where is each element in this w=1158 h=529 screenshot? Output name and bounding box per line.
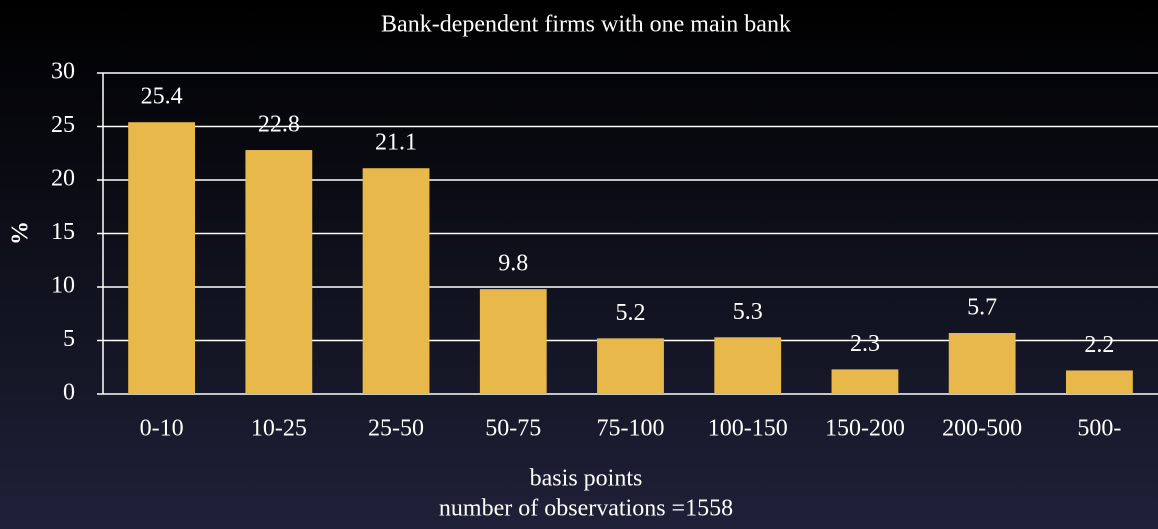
x-axis-label: basis points: [530, 466, 643, 492]
data-label: 9.8: [498, 251, 528, 277]
x-tick-label: 75-100: [597, 416, 665, 442]
x-tick-label: 10-25: [251, 416, 307, 442]
bar: [362, 168, 430, 394]
y-tick-label: 0: [63, 380, 75, 406]
data-label: 22.8: [258, 112, 300, 138]
data-label: 5.3: [733, 299, 763, 325]
y-tick-label: 10: [51, 273, 75, 299]
bar: [1065, 370, 1133, 394]
x-tick-label: 50-75: [485, 416, 541, 442]
bar: [245, 150, 313, 394]
chart-title: Bank-dependent firms with one main bank: [381, 12, 791, 38]
x-tick-label: 150-200: [825, 416, 905, 442]
x-tick-label: 500-: [1077, 416, 1121, 442]
bar: [831, 369, 899, 394]
data-label: 2.2: [1084, 332, 1114, 358]
bar: [597, 338, 664, 394]
x-tick-label: 0-10: [140, 416, 184, 442]
x-tick-label: 25-50: [368, 416, 424, 442]
y-tick-label: 5: [63, 326, 75, 352]
y-tick-label: 25: [51, 112, 75, 138]
bar: [128, 122, 196, 394]
y-tick-label: 20: [51, 166, 75, 192]
data-label: 25.4: [141, 84, 183, 110]
bar: [714, 337, 782, 394]
data-label: 5.7: [967, 295, 997, 321]
note: number of observations =1558: [439, 496, 733, 522]
bar: [479, 289, 547, 394]
data-label: 5.2: [616, 300, 646, 326]
bar: [948, 333, 1016, 394]
y-axis-label: %: [8, 221, 34, 245]
y-tick-label: 30: [51, 59, 75, 85]
y-tick-label: 15: [51, 219, 75, 245]
data-label: 2.3: [850, 331, 880, 357]
x-tick-label: 100-150: [708, 416, 788, 442]
x-tick-label: 200-500: [942, 416, 1022, 442]
data-label: 21.1: [375, 130, 417, 156]
